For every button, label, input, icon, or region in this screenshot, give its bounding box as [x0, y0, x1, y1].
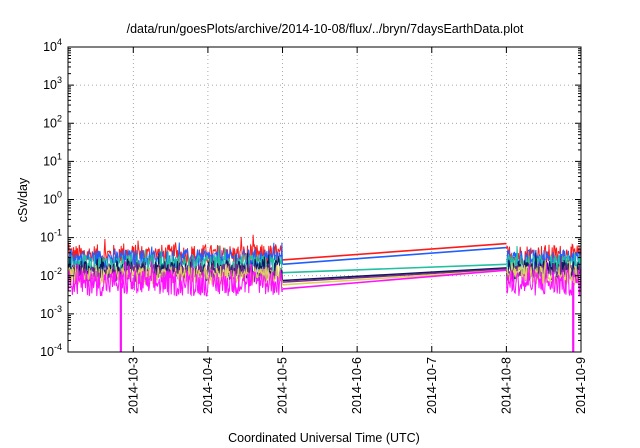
y-tick-label: 10-1 — [40, 228, 62, 245]
y-tick-labels: 10-4 10-3 10-2 10-1 100 101 102 103 104 — [40, 37, 62, 359]
series-line — [505, 262, 582, 297]
series-line — [505, 252, 582, 280]
x-tick-label: 2014-10-7 — [425, 357, 439, 414]
x-axis-label: Coordinated Universal Time (UTC) — [228, 431, 420, 445]
x-tick-label: 2014-10-6 — [350, 357, 364, 414]
y-tick-label: 10-2 — [40, 266, 62, 283]
series-line — [67, 260, 283, 297]
y-tick-label: 10-4 — [40, 342, 62, 359]
x-tick-label: 2014-10-8 — [499, 357, 513, 414]
gap-line — [282, 268, 507, 283]
series-layer — [67, 234, 582, 352]
chart-title: /data/run/goesPlots/archive/2014-10-08/f… — [127, 22, 524, 36]
y-tick-label: 102 — [43, 113, 62, 130]
y-tick-label: 101 — [43, 151, 62, 168]
x-tick-label: 2014-10-9 — [574, 357, 588, 414]
y-axis-label: cSv/day — [16, 177, 30, 222]
y-tick-label: 100 — [43, 190, 62, 207]
gap-line — [282, 242, 507, 261]
gap-line — [282, 263, 507, 274]
y-tick-label: 103 — [43, 75, 62, 92]
gap-line — [282, 267, 507, 282]
x-tick-label: 2014-10-4 — [201, 357, 215, 414]
x-tick-label: 2014-10-5 — [276, 357, 290, 414]
y-tick-label: 10-3 — [40, 304, 62, 321]
series-7 — [67, 260, 582, 297]
grid — [68, 47, 581, 352]
y-tick-label: 104 — [43, 37, 62, 54]
gap-line — [282, 246, 507, 266]
ticks — [68, 46, 582, 353]
x-tick-label: 2014-10-3 — [126, 357, 140, 414]
gap-line — [282, 269, 507, 290]
x-tick-labels: 2014-10-3 2014-10-4 2014-10-5 2014-10-6 2014… — [126, 357, 588, 414]
